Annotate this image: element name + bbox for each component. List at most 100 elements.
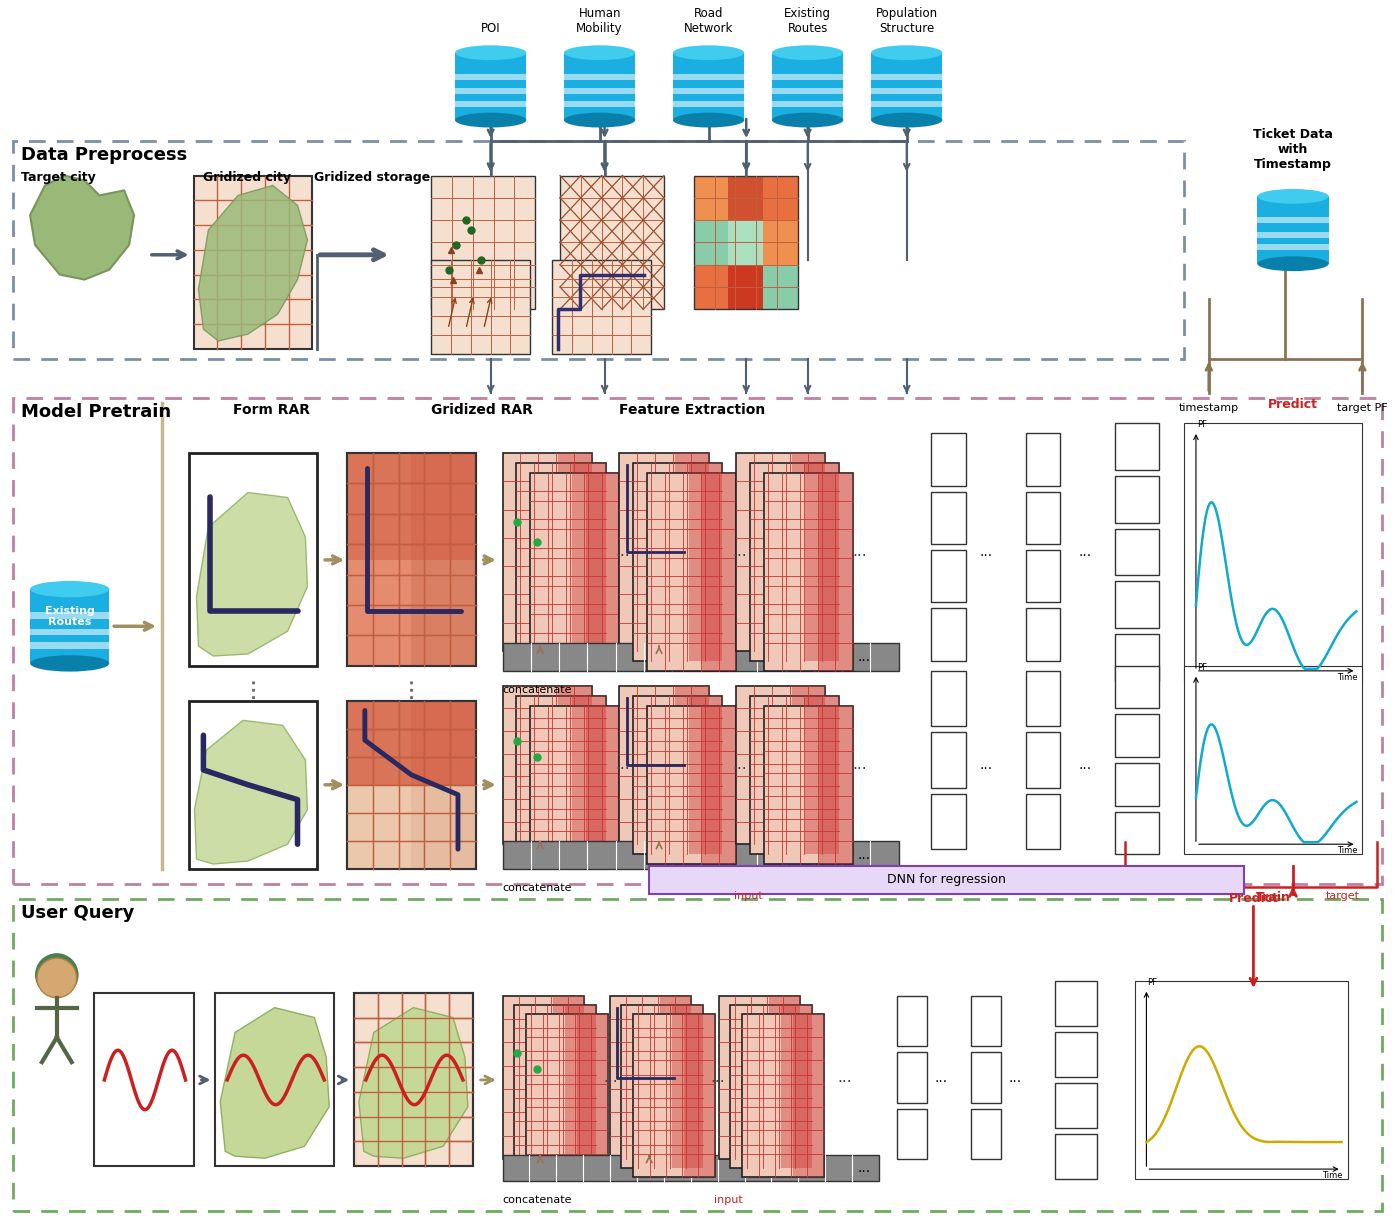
FancyBboxPatch shape	[530, 473, 619, 671]
FancyBboxPatch shape	[1115, 634, 1159, 681]
Text: PF: PF	[1197, 420, 1207, 429]
FancyBboxPatch shape	[819, 473, 854, 671]
FancyBboxPatch shape	[649, 866, 1243, 893]
FancyBboxPatch shape	[347, 700, 412, 785]
Ellipse shape	[1257, 257, 1328, 271]
FancyBboxPatch shape	[502, 686, 591, 844]
FancyBboxPatch shape	[572, 695, 605, 854]
Text: Feature Extraction: Feature Extraction	[619, 403, 766, 418]
FancyBboxPatch shape	[689, 695, 723, 854]
Text: Human
Mobility: Human Mobility	[576, 7, 624, 35]
Text: Predict: Predict	[1268, 398, 1318, 412]
FancyBboxPatch shape	[564, 88, 635, 94]
FancyBboxPatch shape	[1257, 244, 1328, 251]
FancyBboxPatch shape	[932, 793, 967, 849]
FancyBboxPatch shape	[412, 453, 476, 560]
FancyBboxPatch shape	[897, 1052, 926, 1102]
Ellipse shape	[672, 45, 745, 60]
Text: ...: ...	[732, 545, 746, 560]
FancyBboxPatch shape	[897, 996, 926, 1046]
Text: Population
Structure: Population Structure	[876, 7, 937, 35]
FancyBboxPatch shape	[1025, 550, 1060, 602]
Text: ...: ...	[857, 848, 870, 862]
FancyBboxPatch shape	[1115, 423, 1159, 470]
FancyBboxPatch shape	[564, 53, 635, 120]
FancyBboxPatch shape	[728, 176, 763, 220]
Text: Road
Network: Road Network	[684, 7, 734, 35]
FancyBboxPatch shape	[1115, 666, 1159, 709]
FancyBboxPatch shape	[693, 176, 728, 220]
FancyBboxPatch shape	[792, 1013, 823, 1177]
FancyBboxPatch shape	[347, 453, 412, 560]
FancyBboxPatch shape	[516, 463, 605, 661]
FancyBboxPatch shape	[194, 176, 312, 349]
FancyBboxPatch shape	[95, 992, 194, 1166]
Text: Data Preprocess: Data Preprocess	[21, 145, 187, 164]
FancyBboxPatch shape	[502, 453, 591, 651]
Ellipse shape	[870, 112, 943, 127]
Text: timestamp: timestamp	[1179, 403, 1239, 413]
FancyBboxPatch shape	[737, 686, 826, 844]
Text: User Query: User Query	[21, 903, 134, 921]
Ellipse shape	[455, 112, 526, 127]
FancyBboxPatch shape	[672, 73, 745, 79]
FancyBboxPatch shape	[565, 1004, 596, 1168]
FancyBboxPatch shape	[764, 705, 854, 864]
Text: Predict: Predict	[1229, 892, 1278, 904]
FancyBboxPatch shape	[347, 560, 412, 666]
Ellipse shape	[1257, 189, 1328, 204]
Polygon shape	[359, 1008, 467, 1158]
Polygon shape	[197, 492, 307, 656]
FancyBboxPatch shape	[1257, 232, 1328, 238]
FancyBboxPatch shape	[1025, 671, 1060, 726]
FancyBboxPatch shape	[737, 453, 826, 651]
Ellipse shape	[564, 112, 635, 127]
Text: ...: ...	[1078, 758, 1091, 772]
FancyBboxPatch shape	[455, 100, 526, 106]
FancyBboxPatch shape	[751, 463, 840, 661]
FancyBboxPatch shape	[870, 73, 943, 79]
Ellipse shape	[771, 112, 844, 127]
FancyBboxPatch shape	[1115, 811, 1159, 854]
FancyBboxPatch shape	[771, 100, 844, 106]
Text: ...: ...	[979, 545, 992, 558]
FancyBboxPatch shape	[971, 1108, 1000, 1160]
Text: ...: ...	[857, 1161, 870, 1176]
FancyBboxPatch shape	[1025, 609, 1060, 661]
FancyBboxPatch shape	[771, 73, 844, 79]
FancyBboxPatch shape	[763, 220, 798, 265]
FancyBboxPatch shape	[530, 705, 619, 864]
Text: ...: ...	[604, 1070, 618, 1085]
FancyBboxPatch shape	[572, 463, 605, 661]
FancyBboxPatch shape	[455, 53, 526, 120]
Text: ...: ...	[710, 1070, 725, 1085]
FancyBboxPatch shape	[763, 176, 798, 220]
Polygon shape	[31, 176, 134, 280]
FancyBboxPatch shape	[769, 996, 799, 1160]
FancyBboxPatch shape	[693, 220, 728, 265]
FancyBboxPatch shape	[763, 265, 798, 309]
FancyBboxPatch shape	[619, 686, 709, 844]
FancyBboxPatch shape	[932, 550, 967, 602]
FancyBboxPatch shape	[932, 732, 967, 788]
Text: target PF: target PF	[1336, 403, 1388, 413]
Text: target: target	[1325, 891, 1360, 901]
FancyBboxPatch shape	[215, 992, 335, 1166]
Polygon shape	[198, 186, 307, 341]
Text: Time: Time	[1336, 846, 1357, 855]
FancyBboxPatch shape	[971, 996, 1000, 1046]
FancyBboxPatch shape	[791, 686, 826, 844]
FancyBboxPatch shape	[672, 100, 745, 106]
FancyBboxPatch shape	[791, 453, 826, 651]
Text: POI: POI	[481, 22, 501, 35]
FancyBboxPatch shape	[502, 1155, 879, 1180]
FancyBboxPatch shape	[672, 53, 745, 120]
FancyBboxPatch shape	[502, 643, 898, 671]
FancyBboxPatch shape	[689, 463, 723, 661]
Text: ...: ...	[1009, 1070, 1023, 1085]
FancyBboxPatch shape	[1134, 981, 1348, 1179]
Polygon shape	[220, 1008, 329, 1158]
Text: Time: Time	[1336, 673, 1357, 682]
FancyBboxPatch shape	[552, 260, 651, 354]
Ellipse shape	[771, 45, 844, 60]
